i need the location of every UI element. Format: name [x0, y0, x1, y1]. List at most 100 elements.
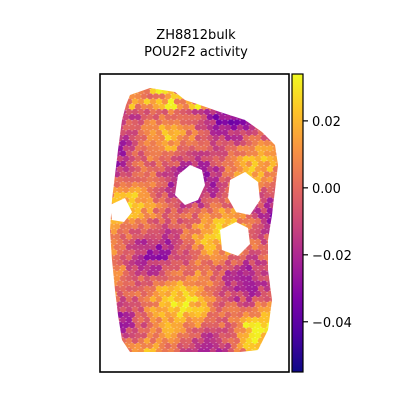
spot [215, 306, 223, 313]
spot [260, 186, 268, 194]
spot [227, 296, 235, 303]
spot [137, 275, 145, 282]
spot [152, 114, 160, 121]
spot [119, 233, 127, 240]
spot [146, 218, 154, 225]
spot [197, 327, 205, 334]
spot [224, 145, 232, 152]
spot [245, 150, 253, 157]
spot [140, 176, 148, 183]
spot [119, 192, 127, 199]
spot [248, 301, 256, 308]
spot [140, 322, 148, 329]
spot [131, 233, 139, 240]
spot [194, 228, 202, 235]
spot [188, 259, 196, 266]
spot [176, 322, 184, 329]
spot [149, 337, 157, 344]
spot [185, 254, 193, 261]
spot [218, 134, 226, 142]
spot [194, 280, 202, 287]
spot [146, 280, 154, 287]
spot [197, 337, 205, 344]
spot [146, 228, 154, 235]
spot [158, 311, 166, 318]
spot [152, 322, 160, 329]
spot [125, 264, 133, 272]
spot [242, 249, 250, 256]
spot [146, 290, 154, 298]
spot [128, 280, 136, 287]
spot [218, 155, 226, 162]
spot [149, 108, 157, 116]
spot [161, 275, 169, 282]
spot [227, 119, 235, 126]
spot [152, 218, 160, 225]
spot [188, 228, 196, 235]
spot [170, 155, 178, 162]
spot [218, 166, 226, 173]
spot [170, 228, 178, 235]
spot [185, 129, 193, 136]
spot [179, 150, 187, 157]
spot [191, 285, 199, 292]
spot [191, 119, 199, 126]
spot [167, 264, 175, 272]
spot [224, 259, 232, 266]
spot [260, 270, 268, 277]
spot [194, 114, 202, 121]
spot [179, 327, 187, 334]
spot [182, 270, 190, 277]
spot [122, 322, 130, 329]
spot [161, 192, 169, 199]
spot [215, 129, 223, 136]
spot [170, 218, 178, 225]
spot [209, 233, 217, 240]
spot [161, 316, 169, 324]
spot [230, 322, 238, 329]
spot [173, 140, 181, 147]
spot [128, 218, 136, 225]
spot [251, 316, 259, 324]
spot [254, 134, 262, 142]
spot [164, 238, 172, 246]
spot [218, 259, 226, 266]
spot [155, 233, 163, 240]
spot [179, 275, 187, 282]
spot [155, 275, 163, 282]
spot [158, 322, 166, 329]
spot [221, 119, 229, 126]
spot [194, 207, 202, 214]
spot [176, 249, 184, 256]
spot [254, 145, 262, 152]
spot [155, 306, 163, 313]
spot [155, 327, 163, 334]
spot [194, 270, 202, 277]
spot [143, 150, 151, 157]
spot [149, 129, 157, 136]
spot [179, 306, 187, 313]
spot [209, 275, 217, 282]
spot [188, 280, 196, 287]
spot [221, 348, 229, 352]
spot [209, 192, 217, 199]
spot [221, 296, 229, 303]
spot [110, 197, 118, 204]
spot [203, 285, 211, 292]
spot [158, 270, 166, 277]
spot [251, 285, 259, 292]
spot [140, 259, 148, 266]
spot [257, 160, 265, 168]
spot [215, 119, 223, 126]
spot [245, 327, 253, 334]
spot [128, 166, 136, 173]
spot [200, 342, 208, 350]
spot [140, 166, 148, 173]
spot [233, 316, 241, 324]
spot [179, 129, 187, 136]
spot [164, 186, 172, 194]
spot [131, 244, 139, 251]
spot [134, 124, 142, 131]
spot [143, 348, 151, 352]
spot [209, 181, 217, 188]
